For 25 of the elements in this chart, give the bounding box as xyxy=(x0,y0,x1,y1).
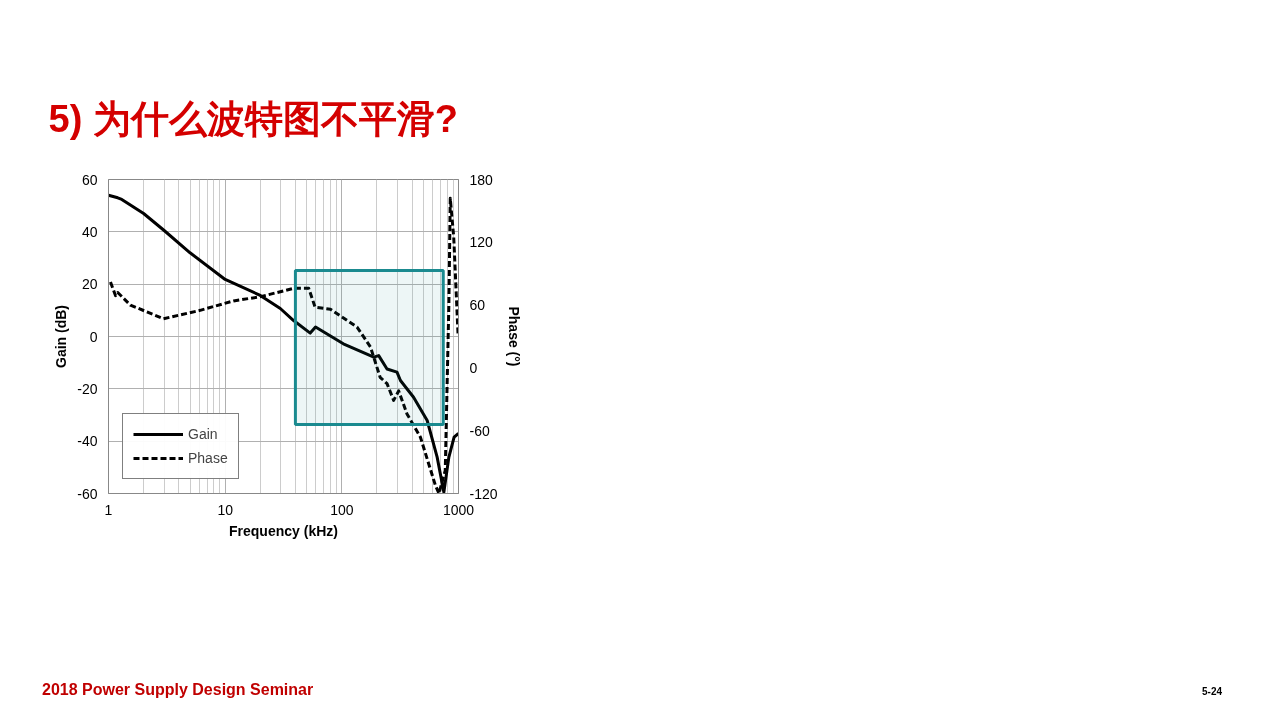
y-tick-label: 0 xyxy=(89,328,98,345)
text: 5-24 xyxy=(1201,685,1222,699)
y-tick-label: -20 xyxy=(77,380,98,397)
y2-tick-label: 0 xyxy=(469,359,478,376)
text: 2018 Power Supply Design Seminar xyxy=(42,680,314,700)
y-tick-label: 20 xyxy=(81,276,98,293)
y-tick-label: -40 xyxy=(77,433,98,450)
chart-title: 5) 为什么波特图不平滑? xyxy=(48,97,459,140)
y-axis-title: Gain (dB) xyxy=(53,305,70,368)
y2-tick-label: 120 xyxy=(469,234,494,251)
x-tick-label: 100 xyxy=(330,501,354,518)
legend-label: Gain xyxy=(188,426,218,442)
y2-axis-title: Phase (°) xyxy=(505,306,522,367)
y2-tick-label: 180 xyxy=(469,171,494,188)
y2-tick-label: 60 xyxy=(469,297,486,314)
legend-label: Phase xyxy=(188,450,228,466)
y2-tick-label: -60 xyxy=(469,422,490,439)
x-axis-title: Frequency (kHz) xyxy=(229,522,338,539)
x-tick-label: 1 xyxy=(104,501,113,518)
x-tick-label: 1000 xyxy=(442,501,475,518)
y-tick-label: -60 xyxy=(77,485,98,502)
y-tick-label: 40 xyxy=(81,223,98,240)
y-tick-label: 60 xyxy=(81,171,98,188)
y2-tick-label: -120 xyxy=(469,485,498,502)
x-tick-label: 10 xyxy=(217,501,234,518)
